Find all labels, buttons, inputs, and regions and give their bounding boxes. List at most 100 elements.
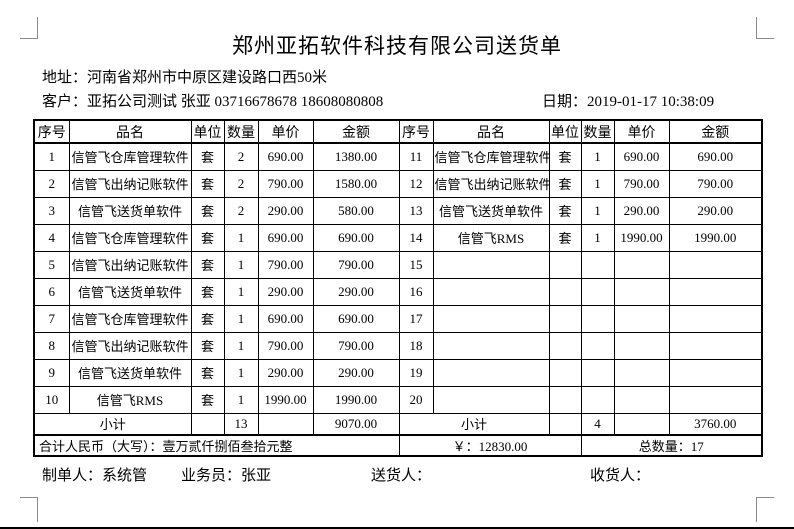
seq-cell: 18: [398, 331, 434, 360]
seq-cell: 4: [33, 223, 70, 252]
unit-cell: 套: [190, 331, 225, 360]
table-row: 10 信管飞RMS 套 1 1990.00 1990.00 20: [33, 385, 763, 414]
subtotal-label-left: 小计: [33, 412, 192, 436]
price-cell: [613, 412, 670, 436]
customer-label: 客户：: [42, 94, 88, 110]
total-quantity: 总数量：17: [580, 434, 763, 457]
unit-cell: 套: [190, 277, 225, 306]
header-price: 单价: [613, 119, 670, 144]
unit-cell: 套: [190, 169, 225, 198]
maker-value: 系统管: [102, 468, 148, 484]
amount-cell: 1580.00: [312, 169, 400, 198]
amount-cell: 1990.00: [668, 223, 763, 252]
product-cell: 信管飞RMS: [68, 385, 192, 414]
table-row: 5 信管飞出纳记账软件 套 1 790.00 790.00 15: [33, 250, 763, 279]
product-cell: 信管飞送货单软件: [68, 358, 192, 387]
qty-cell: 1: [223, 331, 259, 360]
unit-cell: [548, 412, 582, 436]
price-cell: [613, 304, 670, 333]
receiver-label: 收货人：: [590, 468, 651, 484]
price-cell: 690.00: [257, 142, 314, 171]
product-cell: 信管飞仓库管理软件: [68, 142, 192, 171]
seq-cell: 16: [398, 277, 434, 306]
unit-cell: 套: [548, 196, 582, 225]
table-row: 7 信管飞仓库管理软件 套 1 690.00 690.00 17: [33, 304, 763, 333]
header-price: 单价: [257, 119, 314, 144]
price-cell: 690.00: [257, 223, 314, 252]
page-title: 郑州亚拓软件科技有限公司送货单: [232, 34, 562, 58]
amount-cell: [668, 250, 763, 279]
margin-mark-bottom-right-icon: [756, 497, 774, 522]
unit-cell: 套: [190, 385, 225, 414]
product-cell: 信管飞仓库管理软件: [68, 304, 192, 333]
total-in-words: 合计人民币（大写）：壹万贰仟捌佰叁拾元整: [33, 434, 400, 457]
product-cell: 信管飞出纳记账软件: [68, 250, 192, 279]
receiver-field: 收货人：: [590, 467, 650, 485]
unit-cell: [190, 412, 225, 436]
amount-cell: 790.00: [312, 250, 400, 279]
price-cell: [613, 358, 670, 387]
seq-cell: 10: [33, 385, 70, 414]
unit-cell: 套: [548, 142, 582, 171]
product-cell: [432, 358, 550, 387]
unit-cell: [548, 304, 582, 333]
product-cell: 信管飞RMS: [432, 223, 550, 252]
qty-cell: [580, 385, 615, 414]
seq-cell: 20: [398, 385, 434, 414]
qty-cell: [580, 250, 615, 279]
margin-mark-top-left-icon: [20, 17, 38, 39]
customer-row: 客户：亚拓公司测试 张亚 03716678678 18608080808 日期：…: [42, 93, 761, 111]
header-qty: 数量: [580, 119, 615, 144]
product-cell: 信管飞仓库管理软件: [68, 223, 192, 252]
qty-cell: 1: [223, 304, 259, 333]
seq-cell: 9: [33, 358, 70, 387]
seq-cell: 2: [33, 169, 70, 198]
header-product: 品名: [432, 119, 550, 144]
price-cell: 690.00: [613, 142, 670, 171]
product-cell: 信管飞送货单软件: [68, 277, 192, 306]
window-bottom-border: [0, 527, 794, 529]
price-cell: [613, 331, 670, 360]
table-row: 8 信管飞出纳记账软件 套 1 790.00 790.00 18: [33, 331, 763, 360]
date-field: 日期：2019-01-17 10:38:09: [542, 93, 714, 111]
table-row: 3 信管飞送货单软件 套 2 290.00 580.00 13 信管飞送货单软件…: [33, 196, 763, 225]
customer-value: 亚拓公司测试 张亚 03716678678 18608080808: [87, 94, 384, 110]
qty-cell: 1: [580, 169, 615, 198]
address-line: 地址：河南省郑州市中原区建设路口西50米: [42, 69, 761, 87]
seq-cell: 15: [398, 250, 434, 279]
grand-total-row: 合计人民币（大写）：壹万贰仟捌佰叁拾元整 ￥：12830.00 总数量：17: [33, 434, 763, 457]
price-cell: [613, 250, 670, 279]
qty-cell: 2: [223, 142, 259, 171]
qty-cell: [580, 331, 615, 360]
margin-mark-top-right-icon: [756, 17, 774, 39]
maker-field: 制单人：系统管: [42, 467, 147, 485]
price-cell: 290.00: [613, 196, 670, 225]
product-cell: 信管飞出纳记账软件: [68, 331, 192, 360]
table-row: 1 信管飞仓库管理软件 套 2 690.00 1380.00 11 信管飞仓库管…: [33, 142, 763, 171]
amount-cell: 290.00: [312, 277, 400, 306]
seq-cell: 1: [33, 142, 70, 171]
qty-cell: 1: [223, 385, 259, 414]
seq-cell: 19: [398, 358, 434, 387]
address-value: 河南省郑州市中原区建设路口西50米: [87, 70, 328, 86]
qty-cell: 1: [223, 277, 259, 306]
seq-cell: 17: [398, 304, 434, 333]
table-row: 2 信管飞出纳记账软件 套 2 790.00 1580.00 12 信管飞出纳记…: [33, 169, 763, 198]
product-cell: [432, 385, 550, 414]
qty-cell: 1: [580, 223, 615, 252]
salesman-value: 张亚: [241, 468, 272, 484]
amount-cell: 580.00: [312, 196, 400, 225]
product-cell: 信管飞送货单软件: [432, 196, 550, 225]
product-cell: [432, 304, 550, 333]
signature-row: 制单人：系统管 业务员：张亚 送货人： 收货人：: [0, 467, 794, 487]
amount-cell: [668, 304, 763, 333]
salesman-field: 业务员：张亚: [181, 467, 271, 485]
total-amount: ￥：12830.00: [398, 434, 582, 457]
price-cell: 790.00: [613, 169, 670, 198]
unit-cell: 套: [190, 358, 225, 387]
deliverer-field: 送货人：: [371, 467, 431, 485]
seq-cell: 5: [33, 250, 70, 279]
unit-cell: [548, 385, 582, 414]
seq-cell: 11: [398, 142, 434, 171]
price-cell: [613, 385, 670, 414]
